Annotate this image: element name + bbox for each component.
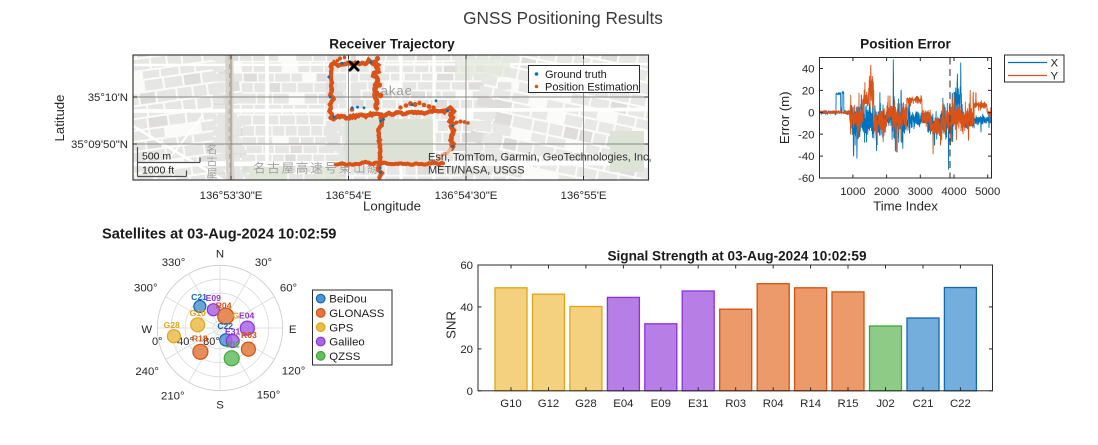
svg-text:E31: E31 (225, 326, 241, 336)
svg-text:240°: 240° (135, 366, 159, 378)
svg-text:C22: C22 (217, 321, 233, 331)
svg-text:Receiver Trajectory: Receiver Trajectory (329, 37, 455, 52)
svg-text:5000: 5000 (975, 186, 1000, 198)
svg-text:GNSS Positioning Results: GNSS Positioning Results (463, 8, 663, 28)
svg-text:60: 60 (460, 260, 473, 272)
svg-text:136°53'30"E: 136°53'30"E (200, 190, 263, 202)
svg-text:C21: C21 (913, 398, 934, 410)
svg-text:330°: 330° (162, 257, 186, 269)
svg-text:GPS: GPS (329, 322, 353, 334)
svg-text:X: X (1051, 58, 1059, 70)
svg-text:R03: R03 (725, 398, 746, 410)
svg-text:35°10'N: 35°10'N (88, 92, 128, 104)
svg-text:G12: G12 (538, 398, 560, 410)
svg-text:R18: R18 (192, 334, 208, 344)
svg-text:Time Index: Time Index (873, 198, 938, 213)
svg-text:Position Error: Position Error (860, 37, 951, 52)
svg-text:300°: 300° (134, 282, 158, 294)
svg-text:W: W (141, 324, 152, 336)
svg-text:G10: G10 (500, 398, 522, 410)
svg-text:3000: 3000 (908, 186, 933, 198)
svg-text:60°: 60° (280, 282, 297, 294)
svg-text:210°: 210° (161, 391, 185, 403)
svg-text:G28: G28 (575, 398, 597, 410)
svg-text:1000: 1000 (840, 186, 865, 198)
svg-text:Latitude: Latitude (52, 95, 67, 142)
svg-text:20: 20 (460, 344, 473, 356)
svg-text:S: S (216, 400, 224, 412)
svg-text:-40: -40 (798, 151, 814, 163)
svg-text:0°: 0° (152, 336, 163, 348)
svg-text:Y: Y (1051, 71, 1059, 83)
svg-text:Longitude: Longitude (363, 198, 421, 213)
svg-text:E04: E04 (613, 398, 633, 410)
svg-text:METI/NASA, USGS: METI/NASA, USGS (428, 165, 525, 177)
svg-text:35°09'50"N: 35°09'50"N (71, 139, 128, 151)
svg-text:0: 0 (808, 107, 814, 119)
svg-text:2000: 2000 (874, 186, 899, 198)
svg-text:J02: J02 (226, 340, 241, 350)
svg-text:20: 20 (802, 86, 815, 98)
svg-text:120°: 120° (282, 365, 306, 377)
svg-text:C21: C21 (191, 292, 207, 302)
svg-text:屋: 屋 (207, 167, 218, 180)
svg-text:-20: -20 (798, 129, 814, 141)
svg-text:136°54'30"E: 136°54'30"E (435, 190, 498, 202)
svg-text:名: 名 (207, 142, 218, 156)
svg-text:0: 0 (467, 386, 473, 398)
svg-text:136°55'E: 136°55'E (560, 190, 606, 202)
svg-text:150°: 150° (257, 390, 281, 402)
svg-text:40: 40 (460, 302, 473, 314)
svg-text:Error (m): Error (m) (777, 91, 792, 144)
svg-text:40: 40 (802, 64, 815, 76)
svg-text:R15: R15 (838, 398, 859, 410)
svg-text:30°: 30° (255, 257, 272, 269)
svg-text:N: N (216, 248, 224, 260)
svg-text:80°: 80° (203, 336, 220, 348)
svg-text:E: E (289, 324, 297, 336)
svg-text:R04: R04 (763, 398, 784, 410)
svg-text:Esri, TomTom, Garmin, GeoTechn: Esri, TomTom, Garmin, GeoTechnologies, I… (428, 152, 652, 164)
svg-text:C22: C22 (950, 398, 971, 410)
svg-text:古: 古 (207, 155, 218, 168)
svg-text:BeiDou: BeiDou (329, 294, 366, 306)
svg-text:R03: R03 (241, 330, 257, 340)
svg-text:QZSS: QZSS (329, 351, 360, 363)
svg-text:Satellites at 03-Aug-2024 10:0: Satellites at 03-Aug-2024 10:02:59 (102, 227, 336, 243)
svg-text:E31: E31 (688, 398, 708, 410)
svg-text:R14: R14 (800, 398, 821, 410)
svg-text:-60: -60 (798, 173, 814, 185)
svg-text:G28: G28 (164, 320, 180, 330)
svg-text:R04: R04 (216, 301, 232, 311)
svg-text:136°54'E: 136°54'E (325, 190, 371, 202)
svg-text:40°: 40° (177, 336, 194, 348)
svg-text:Ground truth: Ground truth (545, 69, 607, 81)
svg-text:E04: E04 (239, 310, 255, 320)
svg-text:G: G (233, 310, 240, 320)
svg-text:SNR: SNR (444, 311, 459, 339)
svg-text:GLONASS: GLONASS (329, 308, 384, 320)
svg-text:1000 ft: 1000 ft (142, 165, 174, 177)
svg-text:J02: J02 (876, 398, 894, 410)
svg-text:E09: E09 (206, 293, 222, 303)
svg-text:E09: E09 (651, 398, 671, 410)
svg-text:Position Estimation: Position Estimation (545, 81, 639, 93)
svg-text:500 m: 500 m (142, 151, 171, 163)
svg-text:Signal Strength at 03-Aug-2024: Signal Strength at 03-Aug-2024 10:02:59 (607, 249, 867, 264)
svg-text:4000: 4000 (941, 186, 966, 198)
svg-text:Galileo: Galileo (329, 337, 364, 349)
svg-text:G10: G10 (190, 308, 206, 318)
